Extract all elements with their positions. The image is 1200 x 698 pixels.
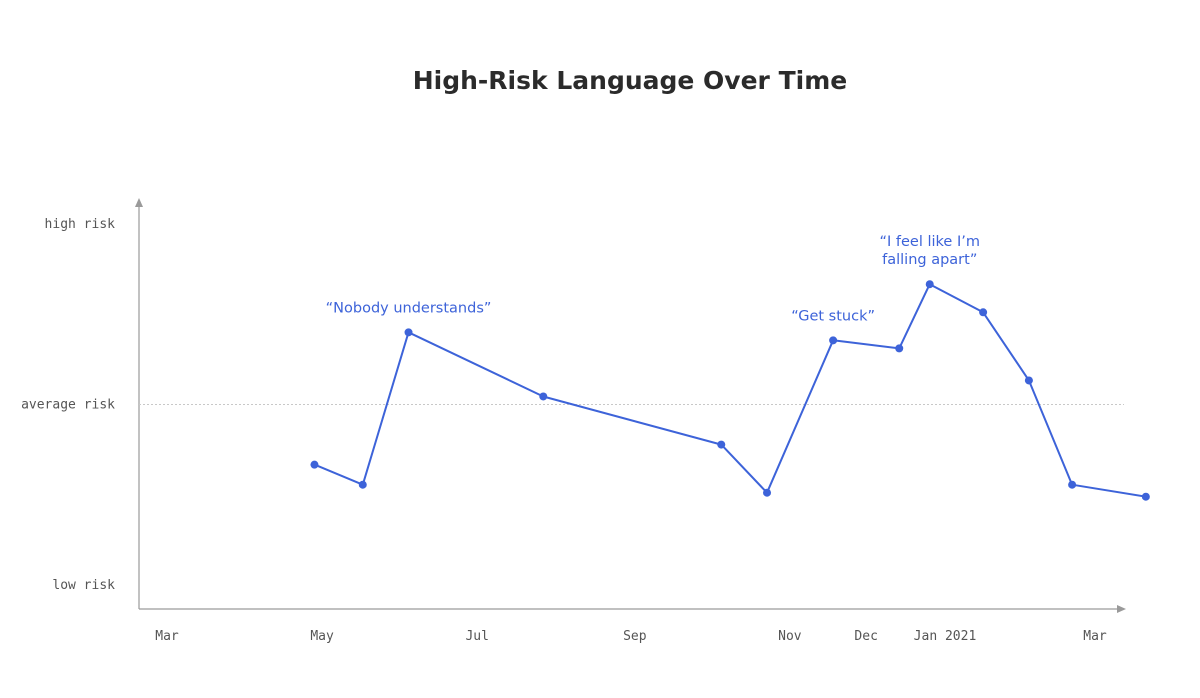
- axes: [135, 198, 1126, 613]
- x-tick-label: Mar: [155, 629, 179, 644]
- data-point: [895, 344, 904, 353]
- data-point: [1068, 480, 1077, 489]
- y-tick-label: low risk: [52, 578, 115, 593]
- x-tick-label: Jan 2021: [914, 629, 977, 644]
- annotation-layer: “Nobody understands” “Get stuck” “I feel l…: [326, 234, 980, 324]
- data-point: [1141, 492, 1150, 501]
- x-tick-label: Sep: [623, 629, 647, 644]
- annotation-label: “I feel like I’m: [880, 234, 980, 250]
- data-point: [404, 328, 413, 337]
- data-point: [717, 440, 726, 449]
- annotation-label: falling apart”: [882, 252, 977, 268]
- data-point: [979, 308, 988, 317]
- chart-title: High-Risk Language Over Time: [413, 66, 847, 95]
- y-axis-arrow: [135, 198, 143, 207]
- x-axis-arrow: [1117, 605, 1126, 613]
- data-point: [1024, 376, 1033, 385]
- data-point: [358, 480, 367, 489]
- data-point: [763, 488, 772, 497]
- data-point: [310, 460, 319, 469]
- data-point: [829, 336, 838, 345]
- y-tick-labels: low risk average risk high risk: [21, 217, 115, 593]
- data-point: [539, 392, 548, 401]
- x-tick-label: Dec: [854, 629, 877, 644]
- data-point: [925, 280, 934, 289]
- x-tick-labels: Mar May Jul Sep Nov Dec Jan 2021 Mar: [155, 629, 1107, 644]
- x-tick-label: May: [310, 629, 334, 644]
- series-layer: [310, 280, 1150, 501]
- annotation-label: “Nobody understands”: [326, 300, 492, 316]
- y-tick-label: average risk: [21, 398, 115, 413]
- annotation-label: “Get stuck”: [791, 308, 875, 324]
- x-tick-label: Mar: [1083, 629, 1107, 644]
- y-tick-label: high risk: [45, 217, 116, 232]
- x-tick-label: Nov: [778, 629, 802, 644]
- x-tick-label: Jul: [465, 629, 488, 644]
